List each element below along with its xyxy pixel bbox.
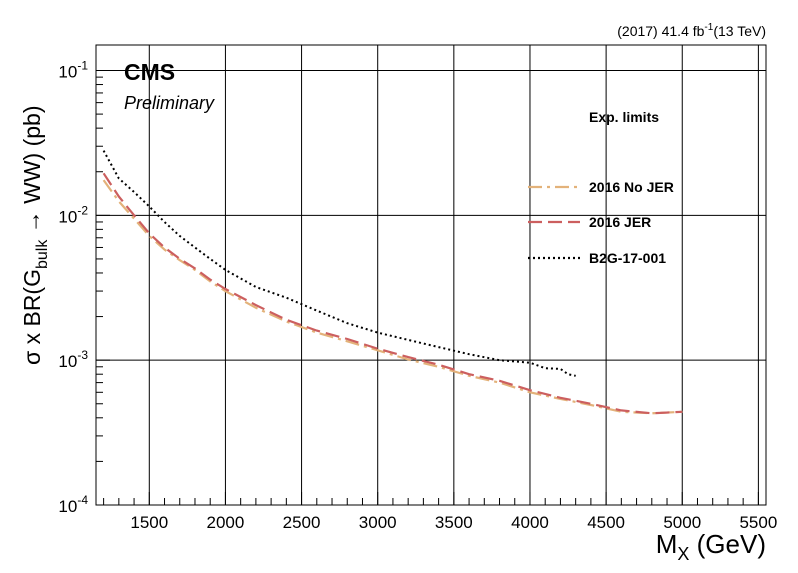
y-axis-title: σ x BR(Gbulk → WW) (pb)	[19, 106, 51, 366]
x-axis-title: MX (GeV)	[656, 529, 766, 564]
legend: Exp. limits 2016 No JER 2016 JER B2G-17-00…	[528, 109, 674, 266]
x-tick-label: 2500	[283, 513, 321, 532]
cms-label: CMS	[124, 59, 175, 85]
series-group	[102, 150, 683, 415]
x-tick-label: 2000	[207, 513, 245, 532]
preliminary-label: Preliminary	[124, 93, 215, 113]
axis-ticks	[96, 70, 759, 506]
x-tick-label: 5000	[663, 513, 701, 532]
plot-frame	[95, 44, 767, 506]
x-tick-label: 1500	[130, 513, 168, 532]
y-tick-label: 10-1	[58, 59, 88, 82]
grid	[96, 45, 766, 505]
y-tick-label: 10-4	[58, 493, 88, 516]
legend-label-2: 2016 JER	[589, 214, 651, 230]
x-tick-label: 3000	[359, 513, 397, 532]
legend-title: Exp. limits	[589, 109, 659, 125]
series-line-2	[102, 172, 683, 415]
lumi-label: (2017) 41.4 fb-1(13 TeV)	[617, 22, 766, 39]
x-tick-label: 4000	[511, 513, 549, 532]
legend-label-1: 2016 No JER	[589, 179, 674, 195]
tick-labels: 1500 2000 2500 3000 3500 4000 4500 5000 5500 10-1…	[58, 59, 777, 532]
series-line-3	[102, 150, 576, 377]
x-tick-label: 5500	[739, 513, 777, 532]
y-tick-label: 10-2	[58, 203, 88, 226]
x-tick-label: 3500	[435, 513, 473, 532]
legend-label-3: B2G-17-001	[589, 250, 666, 266]
x-tick-label: 4500	[587, 513, 625, 532]
y-tick-label: 10-3	[58, 348, 88, 371]
